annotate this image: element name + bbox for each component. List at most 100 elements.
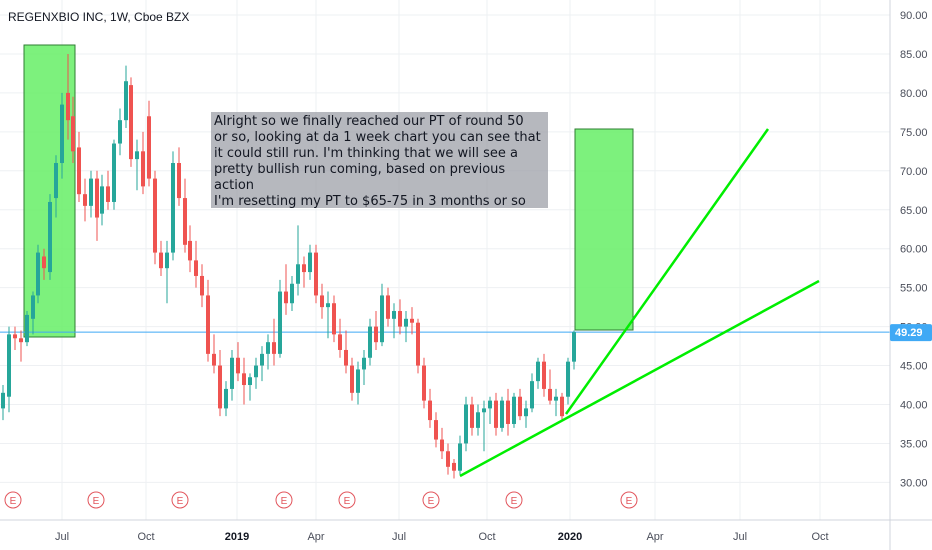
earnings-marker[interactable]: E [422, 491, 440, 509]
earnings-marker[interactable]: E [275, 491, 293, 509]
candle [404, 311, 408, 343]
earnings-marker[interactable]: E [87, 491, 105, 509]
earnings-icon [171, 491, 189, 509]
candle-body [536, 361, 540, 382]
candle [194, 240, 198, 288]
candle-body [308, 252, 312, 273]
candle [374, 311, 378, 350]
candle-body [296, 264, 300, 284]
candle [260, 346, 264, 382]
candle-body [266, 342, 270, 354]
time-axis[interactable]: Jul Oct 2019 Apr Jul Oct 2020 Apr Jul Oct [55, 531, 829, 543]
candle-body [446, 451, 450, 467]
candle [290, 275, 294, 312]
candle-body [530, 381, 534, 409]
candle [410, 307, 414, 335]
earnings-marker[interactable]: E [171, 491, 189, 509]
candle-body [368, 326, 372, 358]
candle-body [464, 404, 468, 444]
candle [488, 396, 492, 424]
earnings-icon [4, 491, 22, 509]
candle-body [124, 81, 128, 121]
candle-body [135, 151, 139, 160]
candle [416, 318, 420, 374]
candle [506, 388, 510, 436]
candle-body [440, 439, 444, 452]
candle-body [422, 365, 426, 401]
earnings-marker[interactable]: E [338, 491, 356, 509]
candle-body [100, 186, 104, 214]
candle-body [362, 357, 366, 370]
candle [212, 334, 216, 374]
candle [302, 256, 306, 288]
candle [530, 373, 534, 413]
candle-body [83, 194, 87, 206]
idea-annotation[interactable]: Alright so we finally reached our PT of … [211, 112, 548, 209]
time-tick-label: Apr [646, 531, 663, 543]
candle-body [194, 260, 198, 276]
candle-body [212, 353, 216, 366]
price-tick-label: 40.00 [900, 400, 928, 412]
time-tick-label: 2019 [225, 531, 249, 543]
candle-body [13, 334, 17, 339]
target-price-zone [574, 128, 634, 331]
candle [440, 427, 444, 460]
earnings-marker[interactable]: E [620, 491, 638, 509]
candle [188, 225, 192, 273]
candle-body [147, 116, 151, 179]
earnings-marker[interactable]: E [4, 491, 22, 509]
candle [476, 404, 480, 436]
candle [272, 318, 276, 366]
candle-body [404, 318, 408, 327]
candle-body [572, 332, 576, 362]
candle-body [416, 322, 420, 366]
ticker-title: REGENXBIO INC, 1W, Cboe BZX [8, 10, 190, 24]
candle [380, 283, 384, 347]
earnings-icon [338, 491, 356, 509]
candle-body [260, 353, 264, 366]
time-tick-label: Jul [392, 531, 406, 543]
candle-body [106, 186, 110, 202]
candle [31, 291, 35, 335]
candle [129, 77, 133, 167]
candle [368, 318, 372, 366]
price-axis[interactable]: 30.0035.0040.0045.0050.0055.0060.0065.00… [900, 10, 928, 489]
time-tick-label: Oct [137, 531, 154, 543]
candle [183, 178, 187, 253]
candle-body [506, 400, 510, 424]
earnings-icon [275, 491, 293, 509]
candle-body [488, 400, 492, 409]
candle [362, 349, 366, 386]
candle [314, 244, 318, 304]
earnings-icon [620, 491, 638, 509]
candle [338, 318, 342, 358]
candle-body [89, 178, 93, 206]
candle [398, 299, 402, 335]
candle-body [95, 178, 99, 218]
candle [95, 170, 99, 241]
candle-body [338, 334, 342, 350]
candle-body [524, 408, 528, 417]
candle [548, 369, 552, 405]
candle [171, 151, 175, 261]
candle [452, 459, 456, 479]
candle-body [332, 303, 336, 335]
candle [458, 435, 462, 475]
candle [153, 170, 157, 265]
candle-body [66, 92, 70, 121]
time-tick-label: Oct [811, 531, 828, 543]
price-tick-label: 85.00 [900, 49, 928, 61]
candle [326, 291, 330, 339]
candle [446, 443, 450, 475]
candle-body [129, 85, 133, 160]
candle-body [494, 400, 498, 428]
candle-body [1, 392, 5, 409]
candle-body [118, 120, 122, 144]
candle [266, 334, 270, 370]
candle [118, 108, 122, 156]
candle [248, 373, 252, 401]
earnings-marker[interactable]: E [505, 491, 523, 509]
candle [200, 264, 204, 308]
candle [236, 342, 240, 382]
